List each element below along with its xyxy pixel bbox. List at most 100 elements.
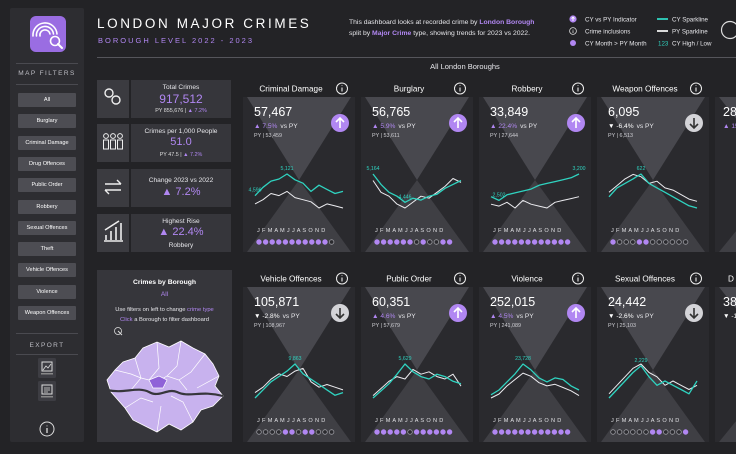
info-button[interactable] — [39, 421, 55, 437]
tile-py: PY | 241,089 — [490, 323, 521, 329]
borough-map-outline[interactable] — [106, 340, 224, 433]
month-dot — [656, 239, 662, 245]
export-heading: EXPORT — [29, 342, 65, 349]
export-pdf[interactable] — [38, 381, 56, 401]
kpi-detail: Robbery — [131, 242, 231, 249]
tile-header — [479, 270, 591, 287]
kpi-detail: PY 47.5 | ▲ 7.2% — [131, 152, 231, 158]
tile-info[interactable] — [572, 82, 584, 95]
tile-name: Criminal Damage — [259, 85, 323, 94]
tile-value: 252,015 — [490, 295, 535, 309]
month-dot — [276, 239, 282, 245]
tile-info[interactable] — [690, 272, 702, 285]
subtitle: BOROUGH LEVEL 2022 - 2023 — [98, 36, 255, 45]
sparkline-high-label: 9,863 — [289, 356, 302, 362]
borough-selected[interactable] — [148, 375, 168, 389]
month-dot — [256, 239, 262, 245]
tile-header — [479, 80, 591, 97]
fingerprint-arc — [39, 29, 51, 37]
tile-change-suffix: vs PY — [398, 123, 416, 130]
kpi-detail-text: Robbery — [168, 242, 194, 249]
filter-button[interactable]: Weapon Offences — [18, 306, 76, 320]
month-dot — [656, 429, 662, 435]
month-dot — [400, 239, 407, 245]
month-dot — [545, 429, 551, 435]
month-dot — [558, 429, 564, 435]
tile-value: 28 — [723, 105, 736, 119]
month-dot — [407, 429, 413, 435]
tile-change-value: ▲ 5.9% — [372, 123, 396, 130]
borough-border — [148, 341, 160, 381]
kpi-value: 917,512 — [159, 92, 203, 106]
map-instruction-highlight: Click — [120, 317, 133, 323]
tile-change: ▲ 15 — [723, 123, 736, 130]
tile-change-suffix: vs PY — [637, 123, 655, 130]
month-dot — [649, 239, 656, 245]
month-dot — [413, 429, 420, 435]
filter-button[interactable]: Burglary — [18, 114, 76, 129]
tile-py: PY | 108,967 — [254, 323, 285, 329]
month-dot — [289, 239, 295, 245]
description-highlight: London Borough — [479, 19, 535, 26]
tile-info[interactable] — [572, 272, 584, 285]
legend-high-low-sample: 123 — [658, 41, 669, 48]
month-dot — [380, 429, 387, 435]
legend-label: CY High / Low — [672, 41, 712, 48]
filter-button[interactable]: Public Order — [18, 178, 76, 193]
filter-button[interactable]: Criminal Damage — [18, 135, 76, 150]
filter-button[interactable]: All — [18, 93, 76, 107]
kpi-detail: PY 855,676 | ▲ 7.2% — [131, 108, 231, 114]
filter-button[interactable]: Robbery — [18, 199, 76, 214]
kpi-icon — [97, 124, 129, 162]
cursor-ring — [114, 327, 122, 335]
filter-button[interactable]: Drug Offences — [18, 156, 76, 171]
month-dot — [551, 239, 558, 245]
fingerprint-arc — [32, 22, 58, 37]
hourglass-top — [483, 287, 587, 370]
month-dot — [315, 239, 322, 245]
trend-arrow — [453, 306, 463, 318]
filter-button[interactable]: Theft — [18, 242, 76, 257]
legend-inclusions-icon — [569, 27, 577, 35]
tile-info[interactable] — [454, 82, 466, 95]
month-initials: J F M A M J J A S O N D — [611, 418, 680, 424]
month-initials: J F M A M J J A S O N D — [611, 228, 680, 234]
month-dot — [446, 239, 453, 245]
crime-tile: Weapon Offences 6,095 ▼ -6.4% vs PY PY | 6,5… — [597, 80, 709, 252]
crime-tile: Criminal Damage 57,467 ▲ 7.5% vs PY PY | 53,… — [243, 80, 355, 252]
month-dot — [663, 239, 669, 245]
sidebar-heading: MAP FILTERS — [18, 70, 76, 77]
crime-tile: Burglary 56,765 ▲ 5.9% vs PY PY | 53,611 5,16… — [361, 80, 473, 252]
cy-sparkline — [254, 363, 344, 399]
month-dot — [309, 429, 315, 435]
tile-info[interactable] — [336, 82, 348, 95]
py-sparkline — [254, 190, 344, 209]
hourglass-top — [483, 97, 587, 180]
hourglass-top — [365, 287, 469, 370]
filter-button[interactable]: Sexual Offences — [18, 220, 76, 235]
tile-header — [361, 80, 473, 97]
py-sparkline — [490, 196, 580, 209]
tile-info[interactable] — [690, 82, 702, 95]
hourglass-top — [601, 97, 705, 180]
hourglass-bottom — [601, 180, 705, 252]
description-highlight: Major Crime — [372, 30, 412, 37]
filter-button[interactable]: Vehicle Offences — [18, 263, 76, 278]
borough-border — [178, 353, 206, 381]
icon-head — [110, 133, 116, 139]
tile-info[interactable] — [454, 272, 466, 285]
icon-head — [117, 133, 123, 139]
description-text: This dashboard looks at recorded crime b… — [349, 19, 480, 26]
hourglass-bottom — [483, 370, 587, 442]
tile-change-value: ▼ -2.8% — [254, 313, 280, 320]
month-dot — [394, 429, 400, 435]
month-dot — [492, 239, 498, 245]
tile-py: PY | 53,611 — [372, 133, 400, 139]
month-dot — [302, 239, 308, 245]
filter-button[interactable]: Violence — [18, 284, 76, 299]
export-icon-glyph — [42, 363, 52, 371]
tile-info[interactable] — [336, 272, 348, 285]
help-button[interactable] — [720, 20, 736, 40]
export-image[interactable] — [38, 358, 56, 378]
trend-arrow — [571, 116, 581, 128]
